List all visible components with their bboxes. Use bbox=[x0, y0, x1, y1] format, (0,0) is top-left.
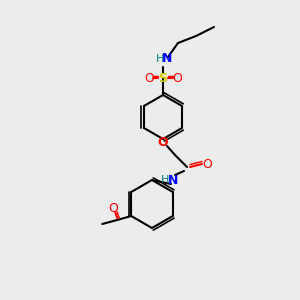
Text: O: O bbox=[158, 136, 168, 148]
Text: O: O bbox=[202, 158, 212, 170]
Text: H: H bbox=[156, 54, 164, 64]
Text: O: O bbox=[144, 71, 154, 85]
Text: N: N bbox=[162, 52, 172, 65]
Text: O: O bbox=[172, 71, 182, 85]
Text: S: S bbox=[158, 71, 167, 85]
Text: O: O bbox=[108, 202, 118, 214]
Text: N: N bbox=[168, 173, 178, 187]
Text: H: H bbox=[161, 175, 169, 185]
